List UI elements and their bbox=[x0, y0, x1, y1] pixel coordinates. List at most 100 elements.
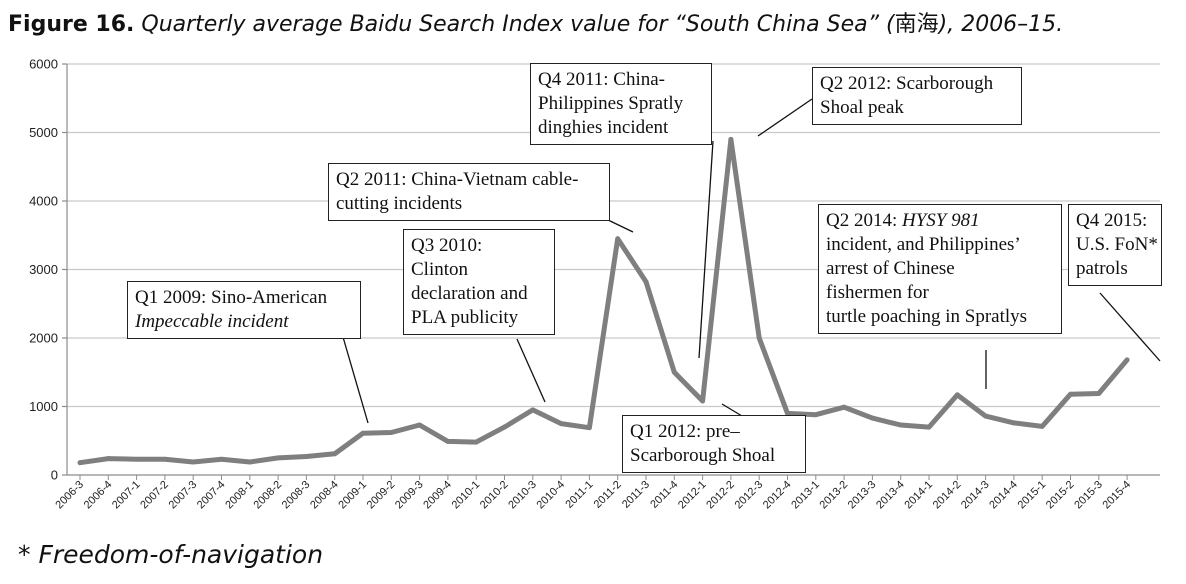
annotation-q4-2015: Q4 2015: U.S. FoN* patrols bbox=[1068, 204, 1162, 286]
figure-title-text: Quarterly average Baidu Search Index val… bbox=[141, 12, 1064, 37]
data-point bbox=[700, 398, 705, 404]
data-point bbox=[1068, 391, 1073, 397]
annotation-leader-line bbox=[342, 336, 369, 424]
annotation-q1-2012: Q1 2012: pre– Scarborough Shoal bbox=[622, 415, 806, 473]
x-tick-label: 2012-1 bbox=[676, 479, 709, 512]
annotation-q3-2010: Q3 2010: Clinton declaration and PLA pub… bbox=[403, 229, 555, 335]
axes bbox=[62, 63, 1160, 480]
x-tick-label: 2007-4 bbox=[195, 479, 228, 512]
x-tick-label: 2014-1 bbox=[902, 479, 935, 512]
y-tick-label: 2000 bbox=[29, 331, 58, 346]
data-point bbox=[105, 456, 111, 461]
annotation-leader-line bbox=[605, 218, 634, 233]
footnote-text: Freedom-of-navigation bbox=[38, 540, 324, 569]
x-tick-label: 2008-4 bbox=[308, 479, 341, 512]
x-tick-label: 2008-2 bbox=[252, 479, 285, 512]
data-point bbox=[671, 369, 677, 375]
data-point bbox=[643, 279, 649, 285]
data-point bbox=[530, 407, 536, 413]
y-tick-labels: 0 1000 2000 3000 4000 5000 6000 bbox=[29, 57, 58, 483]
data-point bbox=[275, 455, 281, 461]
data-point bbox=[587, 425, 592, 431]
y-tick-label: 4000 bbox=[29, 194, 58, 209]
x-tick-label: 2011-4 bbox=[648, 479, 680, 511]
data-point bbox=[813, 412, 819, 418]
x-tick-label: 2011-1 bbox=[563, 479, 595, 511]
data-point bbox=[870, 415, 875, 421]
data-point bbox=[134, 456, 140, 462]
x-tick-label: 2010-1 bbox=[450, 479, 483, 512]
x-tick-label: 2013-4 bbox=[874, 479, 907, 512]
y-tick-label: 3000 bbox=[29, 262, 58, 277]
data-point bbox=[190, 459, 196, 465]
data-point bbox=[502, 424, 507, 430]
data-point bbox=[219, 456, 224, 462]
data-point bbox=[445, 439, 451, 444]
data-point bbox=[1011, 420, 1017, 426]
data-point bbox=[1124, 357, 1130, 363]
data-point bbox=[247, 459, 253, 465]
y-tick-label: 6000 bbox=[29, 57, 58, 72]
data-point bbox=[756, 335, 762, 341]
annotation-q2-2012: Q2 2012: Scarborough Shoal peak bbox=[812, 67, 1022, 125]
y-tick-label: 0 bbox=[51, 468, 58, 483]
data-point bbox=[77, 460, 83, 466]
data-point bbox=[728, 136, 734, 142]
annotation-q1-2009: Q1 2009: Sino-American Impeccable incide… bbox=[127, 281, 361, 339]
x-tick-label: 2011-3 bbox=[620, 479, 652, 511]
data-point bbox=[360, 430, 366, 436]
data-point bbox=[898, 422, 904, 428]
footnote-star: * bbox=[18, 540, 39, 569]
annotation-leader-lines bbox=[342, 98, 1161, 424]
x-tick-label: 2007-1 bbox=[110, 479, 143, 512]
annotation-q2-2014: Q2 2014: HYSY 981 incident, and Philippi… bbox=[818, 204, 1062, 334]
figure-title-cjk: 南海 bbox=[894, 12, 939, 37]
series-line-path bbox=[77, 136, 1130, 466]
x-tick-label: 2009-4 bbox=[421, 479, 454, 512]
data-point bbox=[558, 421, 564, 427]
data-point bbox=[417, 422, 422, 428]
x-tick-label: 2012-4 bbox=[761, 479, 794, 512]
x-tick-label: 2007-3 bbox=[167, 479, 200, 512]
x-tick-label: 2013-2 bbox=[818, 479, 851, 512]
x-tick-labels: 2006-32006-42007-12007-22007-32007-42008… bbox=[53, 479, 1133, 512]
series-line bbox=[77, 136, 1130, 466]
x-tick-label: 2014-4 bbox=[987, 479, 1020, 512]
x-tick-label: 2011-2 bbox=[592, 479, 624, 511]
data-point bbox=[304, 454, 309, 459]
annotation-leader-line bbox=[721, 403, 743, 417]
x-tick-label: 2009-3 bbox=[393, 479, 426, 512]
data-point bbox=[954, 392, 960, 398]
x-tick-label: 2006-4 bbox=[82, 479, 115, 512]
data-point bbox=[1039, 423, 1045, 429]
x-tick-label: 2007-2 bbox=[138, 479, 171, 512]
data-point bbox=[473, 439, 479, 445]
annotation-leader-line bbox=[757, 98, 813, 137]
x-tick-label: 2009-2 bbox=[365, 479, 398, 512]
x-tick-label: 2012-3 bbox=[733, 479, 766, 512]
data-point bbox=[926, 424, 932, 430]
data-point bbox=[785, 410, 790, 416]
x-tick-label: 2015-2 bbox=[1044, 479, 1077, 512]
annotation-leader-line bbox=[698, 140, 714, 359]
x-tick-label: 2015-4 bbox=[1101, 479, 1134, 512]
x-tick-label: 2012-2 bbox=[704, 479, 737, 512]
x-tick-label: 2008-1 bbox=[223, 479, 256, 512]
x-tick-label: 2010-3 bbox=[506, 479, 539, 512]
data-point bbox=[1096, 391, 1102, 396]
x-tick-label: 2013-3 bbox=[846, 479, 879, 512]
annotation-leader-line bbox=[1099, 292, 1161, 362]
data-point bbox=[162, 456, 168, 462]
y-tick-label: 5000 bbox=[29, 125, 58, 140]
x-tick-label: 2010-4 bbox=[535, 479, 568, 512]
x-tick-label: 2006-3 bbox=[53, 479, 86, 512]
x-tick-label: 2015-1 bbox=[1016, 479, 1049, 512]
data-point bbox=[388, 430, 394, 435]
data-point bbox=[983, 413, 988, 419]
data-point bbox=[841, 404, 847, 410]
figure-title: Figure 16. Quarterly average Baidu Searc… bbox=[8, 6, 1184, 38]
footnote: * Freedom-of-navigation bbox=[18, 540, 323, 569]
figure-label: Figure 16. bbox=[8, 12, 135, 37]
y-tick-label: 1000 bbox=[29, 399, 58, 414]
